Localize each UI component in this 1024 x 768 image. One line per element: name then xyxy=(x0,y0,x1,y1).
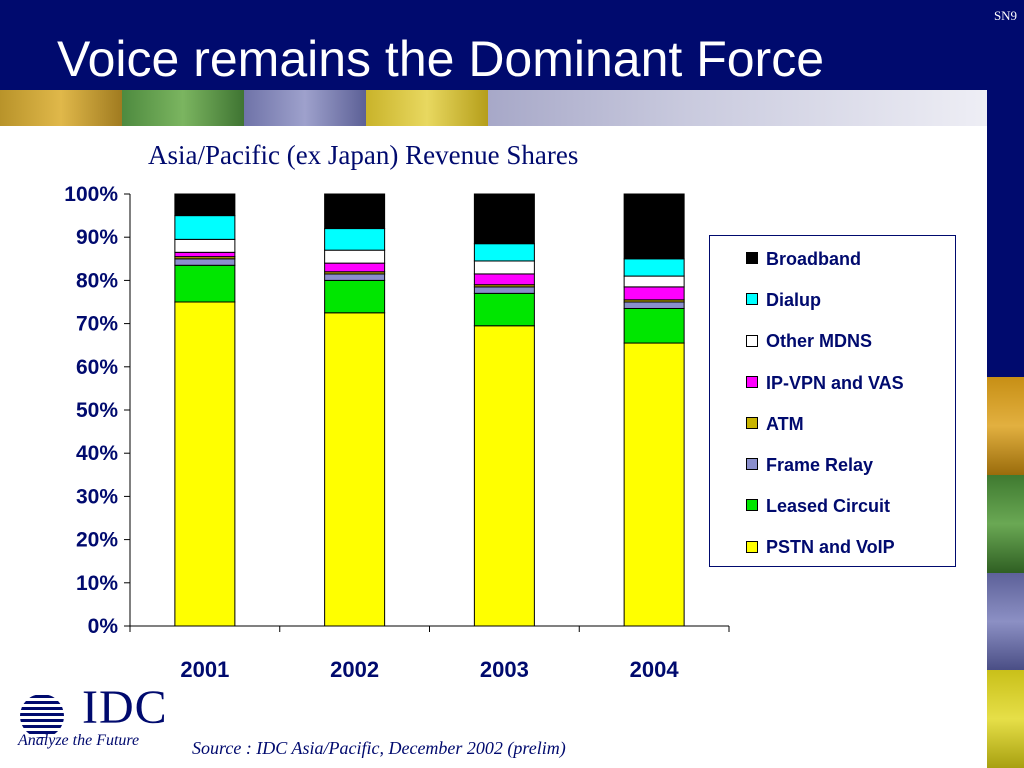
bar-segment-ip-vpn-and-vas xyxy=(324,262,386,273)
chart-title: Asia/Pacific (ex Japan) Revenue Shares xyxy=(148,140,579,170)
legend-item: Dialup xyxy=(746,290,821,310)
y-tick-label: 80% xyxy=(76,269,118,292)
globe-icon xyxy=(20,695,64,738)
y-tick-label: 0% xyxy=(88,615,119,638)
legend-label: IP-VPN and VAS xyxy=(766,372,904,393)
y-tick-label: 90% xyxy=(76,226,118,249)
slide-number: SN9 xyxy=(993,8,1018,23)
y-tick-label: 40% xyxy=(76,442,118,465)
legend-label: PSTN and VoIP xyxy=(766,537,895,558)
bar-segment-other-mdns xyxy=(174,238,236,253)
sidebar-photo-block xyxy=(987,377,1024,475)
bar-segment-leased-circuit xyxy=(324,279,386,314)
legend-swatch xyxy=(746,293,758,306)
sidebar-photo-block xyxy=(987,573,1024,670)
decorative-photo-band xyxy=(0,90,987,126)
title-bar: Voice remains the Dominant Force xyxy=(0,0,987,90)
band-tile xyxy=(0,90,122,126)
logo-wordmark: IDC xyxy=(82,681,168,734)
band-tile xyxy=(366,90,488,126)
bar-segment-other-mdns xyxy=(473,260,535,275)
legend-label: Leased Circuit xyxy=(766,496,891,517)
bar-segment-leased-circuit xyxy=(623,307,685,344)
bar-segment-pstn-and-voip xyxy=(623,342,685,627)
x-tick-label: 2002 xyxy=(330,657,379,682)
bar-segment-ip-vpn-and-vas xyxy=(174,251,236,258)
bar-segment-frame-relay xyxy=(623,301,685,309)
legend-item: Broadband xyxy=(746,249,861,269)
stacked-bar-chart: 0% 10% 20% 30% 40% 50% 60% 70% 80% 90% 100% 2001 200… xyxy=(64,183,730,682)
legend-label: Broadband xyxy=(766,249,862,269)
legend-label: ATM xyxy=(766,413,804,434)
y-tick-label: 70% xyxy=(76,313,118,336)
bar-segment-ip-vpn-and-vas xyxy=(623,286,685,301)
bar-segment-dialup xyxy=(324,228,386,251)
bar-segment-frame-relay xyxy=(174,258,236,266)
legend-item: Frame Relay xyxy=(746,455,873,475)
legend-swatch xyxy=(746,252,758,265)
chart-legend: Broadband Dialup Other MDNS IP-VPN and VAS A… xyxy=(709,235,956,567)
legend-swatch xyxy=(746,540,758,553)
bar-segment-leased-circuit xyxy=(473,292,535,327)
bar-segment-dialup xyxy=(174,215,236,240)
legend-swatch xyxy=(746,375,758,388)
bar-segment-frame-relay xyxy=(324,273,386,281)
bar-segment-broadband xyxy=(324,193,386,230)
legend-swatch xyxy=(746,334,758,347)
x-tick-label: 2003 xyxy=(480,657,529,682)
y-tick-label: 10% xyxy=(76,572,118,595)
band-tile xyxy=(122,90,244,126)
legend-item: PSTN and VoIP xyxy=(746,537,895,557)
source-note: Source : IDC Asia/Pacific, December 2002… xyxy=(192,738,566,758)
legend-swatch xyxy=(746,499,758,512)
legend-label: Dialup xyxy=(766,290,822,311)
bar-segment-dialup xyxy=(623,258,685,277)
bar-segment-broadband xyxy=(174,193,236,217)
legend-swatch xyxy=(746,417,758,430)
x-tick-label: 2001 xyxy=(180,657,229,682)
band-tile xyxy=(244,90,366,126)
bar-segment-other-mdns xyxy=(623,275,685,288)
bar-segment-broadband xyxy=(623,193,685,260)
y-tick-label: 100% xyxy=(64,183,118,206)
bar-segment-pstn-and-voip xyxy=(473,325,535,627)
legend-label: Other MDNS xyxy=(766,331,873,352)
sidebar-photo-block xyxy=(987,670,1024,768)
idc-logo: IDC Analyze the Future xyxy=(16,681,176,758)
bar-segment-frame-relay xyxy=(473,286,535,294)
bar-segment-dialup xyxy=(473,243,535,262)
y-tick-label: 30% xyxy=(76,485,118,508)
y-tick-label: 50% xyxy=(76,399,118,422)
bar-segment-leased-circuit xyxy=(174,264,236,303)
legend-swatch xyxy=(746,458,758,471)
bar-segment-other-mdns xyxy=(324,249,386,264)
right-sidebar xyxy=(987,0,1024,768)
legend-item: Other MDNS xyxy=(746,331,872,351)
x-tick-label: 2004 xyxy=(630,657,680,682)
bar-segment-broadband xyxy=(473,193,535,245)
bar-segment-pstn-and-voip xyxy=(174,301,236,627)
legend-item: Leased Circuit xyxy=(746,496,890,516)
bar-segment-ip-vpn-and-vas xyxy=(473,273,535,286)
y-tick-label: 60% xyxy=(76,356,118,379)
legend-item: IP-VPN and VAS xyxy=(746,373,904,393)
logo-tagline: Analyze the Future xyxy=(18,732,140,749)
y-tick-label: 20% xyxy=(76,529,118,552)
bar-segment-pstn-and-voip xyxy=(324,312,386,627)
legend-item: ATM xyxy=(746,414,804,434)
sidebar-photo-block xyxy=(987,475,1024,573)
band-tile xyxy=(488,90,987,126)
slide-title: Voice remains the Dominant Force xyxy=(57,31,825,87)
legend-label: Frame Relay xyxy=(766,455,874,475)
